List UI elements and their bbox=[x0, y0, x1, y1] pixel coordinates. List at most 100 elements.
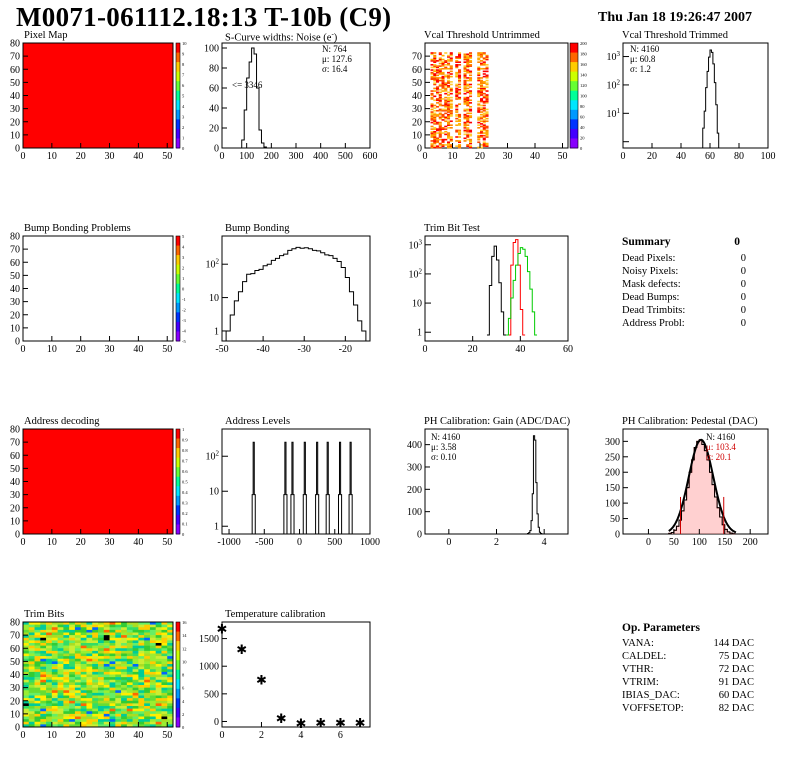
y-tick-label: 20 bbox=[10, 117, 20, 128]
heatmap-cell bbox=[436, 99, 440, 102]
heatmap-cell bbox=[34, 685, 41, 688]
heatmap-cell bbox=[69, 622, 76, 625]
colorbar-segment bbox=[176, 438, 180, 449]
heatmap-cell bbox=[98, 677, 105, 681]
x-tick-label: 10 bbox=[47, 344, 57, 355]
colorbar-segment bbox=[176, 264, 180, 275]
heatmap-cell bbox=[480, 125, 484, 128]
heatmap-cell bbox=[80, 687, 87, 691]
heatmap-cell bbox=[92, 698, 99, 702]
heatmap-cell bbox=[155, 645, 162, 649]
heatmap-cell bbox=[167, 700, 174, 704]
heatmap-cell bbox=[149, 713, 156, 717]
heatmap-cell bbox=[149, 648, 156, 652]
summary-header: Summary 0 bbox=[622, 236, 750, 253]
heatmap-cell bbox=[482, 82, 486, 84]
heatmap-cell bbox=[74, 711, 81, 715]
heatmap-cell bbox=[430, 146, 434, 149]
heatmap-cell bbox=[51, 677, 58, 681]
heatmap-cell bbox=[458, 119, 462, 121]
heatmap-cell bbox=[92, 629, 99, 633]
heatmap-cell bbox=[132, 719, 139, 723]
heatmap-cell bbox=[121, 724, 128, 728]
heatmap-cell bbox=[466, 58, 470, 61]
heatmap-cell bbox=[433, 142, 437, 145]
heatmap-cell bbox=[40, 700, 47, 704]
colorbar-segment bbox=[570, 52, 578, 63]
colorbar-tick-label: 10 bbox=[182, 41, 187, 46]
heatmap-cell bbox=[436, 128, 440, 130]
colorbar-tick-label: 180 bbox=[580, 52, 588, 57]
colorbar-tick-label: 0 bbox=[580, 146, 583, 151]
heatmap-cell bbox=[63, 698, 70, 702]
heatmap-cell bbox=[463, 127, 467, 129]
heatmap-cell bbox=[477, 111, 481, 113]
heatmap-cell bbox=[92, 692, 99, 696]
heatmap-cell bbox=[80, 685, 87, 688]
heatmap-cell bbox=[430, 94, 434, 96]
heatmap-cell bbox=[98, 669, 105, 673]
heatmap-cell bbox=[74, 637, 81, 641]
x-tick-label: 20 bbox=[76, 151, 86, 162]
heatmap-cell bbox=[477, 100, 481, 103]
heatmap-cell bbox=[455, 111, 459, 113]
heatmap-cell bbox=[51, 682, 58, 686]
heatmap-cell bbox=[485, 67, 489, 70]
heatmap-cell bbox=[115, 640, 122, 644]
heatmap-cell bbox=[155, 629, 162, 633]
x-tick-label: 0 bbox=[446, 537, 451, 548]
heatmap-cell bbox=[126, 677, 133, 681]
heatmap-cell bbox=[466, 104, 470, 107]
heatmap-cell bbox=[144, 629, 151, 633]
x-tick-label: 0 bbox=[21, 344, 26, 355]
heatmap-cell bbox=[438, 52, 442, 54]
heatmap-cell bbox=[63, 674, 70, 678]
heatmap-cell bbox=[466, 116, 470, 119]
heatmap-cell bbox=[126, 624, 133, 628]
heatmap-cell bbox=[149, 690, 156, 694]
heatmap-cell bbox=[485, 98, 489, 100]
x-tick-label: -50 bbox=[215, 344, 228, 355]
colorbar-segment bbox=[176, 486, 180, 497]
heatmap-cell bbox=[126, 700, 133, 704]
heatmap-cell bbox=[441, 81, 445, 83]
heatmap-cell bbox=[149, 624, 156, 628]
heatmap-cell bbox=[126, 685, 133, 688]
heatmap-cell bbox=[109, 685, 116, 688]
heatmap-cell bbox=[477, 124, 481, 126]
heatmap-cell bbox=[109, 682, 116, 686]
y-tick-label: 0 bbox=[615, 530, 620, 541]
heatmap-cell bbox=[485, 127, 489, 129]
heatmap-cell bbox=[436, 140, 440, 142]
heatmap-cell bbox=[441, 144, 445, 146]
x-tick-label: 20 bbox=[76, 730, 86, 741]
heatmap-cell bbox=[51, 719, 58, 723]
x-tick-label: 0 bbox=[621, 151, 626, 162]
heatmap-cell bbox=[57, 656, 64, 660]
colorbar-segment bbox=[176, 429, 180, 440]
heatmap-cell bbox=[436, 77, 440, 79]
heatmap-cell bbox=[63, 669, 70, 673]
heatmap-cell bbox=[430, 52, 434, 54]
heatmap-cell bbox=[132, 708, 139, 712]
heatmap-cell bbox=[121, 716, 128, 720]
heatmap-cell bbox=[480, 86, 484, 88]
heatmap-cell bbox=[69, 703, 76, 707]
heatmap-cell bbox=[480, 94, 484, 96]
y-tick-label: 0 bbox=[417, 144, 422, 155]
heatmap-cell bbox=[436, 70, 440, 73]
heatmap-cell bbox=[144, 724, 151, 728]
heatmap-cell bbox=[436, 102, 440, 104]
heatmap-cell bbox=[485, 94, 489, 96]
heatmap-cell bbox=[430, 136, 434, 138]
heatmap-cell bbox=[447, 116, 451, 119]
heatmap-cell bbox=[458, 81, 462, 83]
heatmap-cell bbox=[167, 674, 174, 678]
heatmap-cell bbox=[74, 661, 81, 665]
heatmap-cell bbox=[433, 137, 437, 140]
y-tick-label: 50 bbox=[10, 78, 20, 89]
heatmap-cell bbox=[167, 671, 174, 675]
heatmap-cell bbox=[23, 629, 30, 633]
heatmap-cell bbox=[109, 656, 116, 660]
heatmap-cell bbox=[436, 88, 440, 91]
